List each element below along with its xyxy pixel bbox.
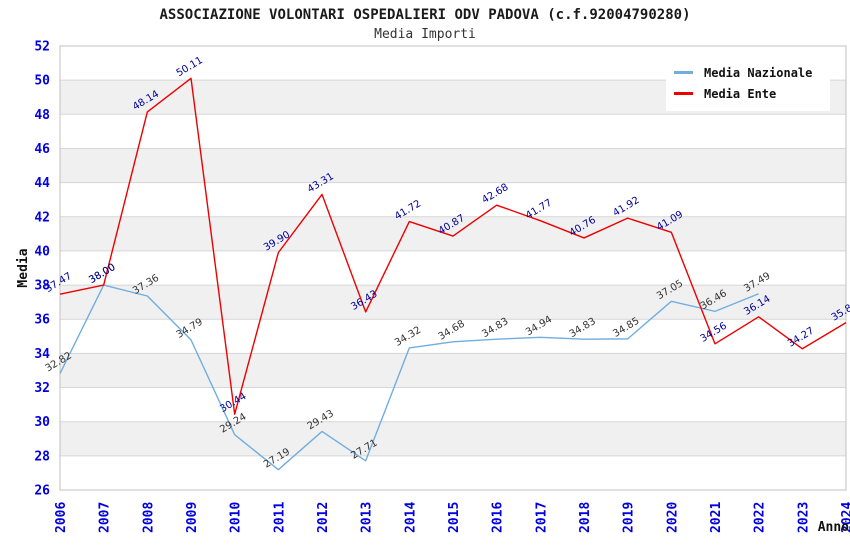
- x-tick-label: 2007: [98, 502, 113, 533]
- y-tick-label: 32: [34, 381, 50, 396]
- plot-band: [60, 353, 846, 388]
- legend-item-media-nazionale: Media Nazionale: [674, 62, 822, 83]
- y-tick-label: 38: [34, 279, 50, 294]
- plot-border: [59, 45, 847, 491]
- data-label: 30.44: [218, 391, 248, 415]
- y-tick-label: 52: [34, 40, 50, 55]
- legend-item-media-ente: Media Ente: [674, 83, 822, 104]
- x-tick-label: 2022: [753, 502, 768, 533]
- data-label: 34.79: [175, 317, 205, 341]
- page-subtitle: Media Importi: [374, 27, 476, 42]
- page-title: ASSOCIAZIONE VOLONTARI OSPEDALIERI ODV P…: [159, 7, 691, 23]
- x-tick-label: 2009: [185, 502, 200, 533]
- y-tick-label: 34: [34, 347, 50, 362]
- y-tick-label: 30: [34, 415, 50, 430]
- x-tick-label: 2012: [316, 502, 331, 533]
- y-tick-label: 46: [34, 142, 50, 157]
- x-axis-title: Anno: [818, 520, 849, 535]
- y-tick-label: 44: [34, 176, 50, 191]
- data-label: 42.68: [480, 182, 510, 206]
- y-tick-label: 48: [34, 108, 50, 123]
- x-tick-label: 2015: [447, 502, 462, 533]
- plot-band: [60, 148, 846, 183]
- data-label: 50.11: [175, 55, 205, 79]
- series-line-media-ente: [59, 77, 847, 415]
- y-axis-title: Media: [16, 248, 31, 287]
- y-tick-label: 28: [34, 449, 50, 464]
- legend-label-media-ente: Media Ente: [704, 86, 777, 101]
- x-tick-label: 2006: [54, 502, 69, 533]
- data-label: 34.27: [786, 326, 816, 350]
- x-tick-label: 2019: [622, 502, 637, 533]
- x-tick-label: 2021: [709, 502, 724, 533]
- legend-label-media-nazionale: Media Nazionale: [704, 65, 813, 80]
- plot-band: [60, 285, 846, 320]
- series-line-media-nazionale: [59, 284, 759, 471]
- x-tick-label: 2008: [141, 502, 156, 533]
- y-tick-label: 50: [34, 74, 50, 89]
- x-tick-label: 2023: [796, 502, 811, 533]
- x-tick-label: 2011: [272, 502, 287, 533]
- x-tick-label: 2010: [229, 502, 244, 533]
- x-tick-label: 2017: [534, 502, 549, 533]
- data-label: 38.00: [87, 262, 117, 286]
- x-tick-label: 2018: [578, 502, 593, 533]
- y-tick-label: 26: [34, 484, 50, 499]
- x-tick-label: 2020: [665, 502, 680, 533]
- x-tick-label: 2016: [491, 502, 506, 533]
- legend-swatch-blue-icon: [674, 71, 693, 74]
- x-tick-label: 2024: [840, 502, 850, 533]
- y-tick-label: 40: [34, 244, 50, 259]
- x-tick-label: 2014: [403, 502, 418, 533]
- data-label: 34.32: [393, 325, 423, 349]
- y-tick-label: 42: [34, 210, 50, 225]
- plot-band: [60, 216, 846, 251]
- data-label: 41.92: [611, 195, 641, 219]
- plot-band: [60, 421, 846, 456]
- legend-swatch-red-icon: [674, 92, 693, 95]
- legend: Media Nazionale Media Ente: [666, 56, 830, 111]
- data-label: 34.68: [437, 319, 467, 343]
- y-tick-label: 36: [34, 313, 50, 328]
- x-tick-label: 2013: [360, 502, 375, 533]
